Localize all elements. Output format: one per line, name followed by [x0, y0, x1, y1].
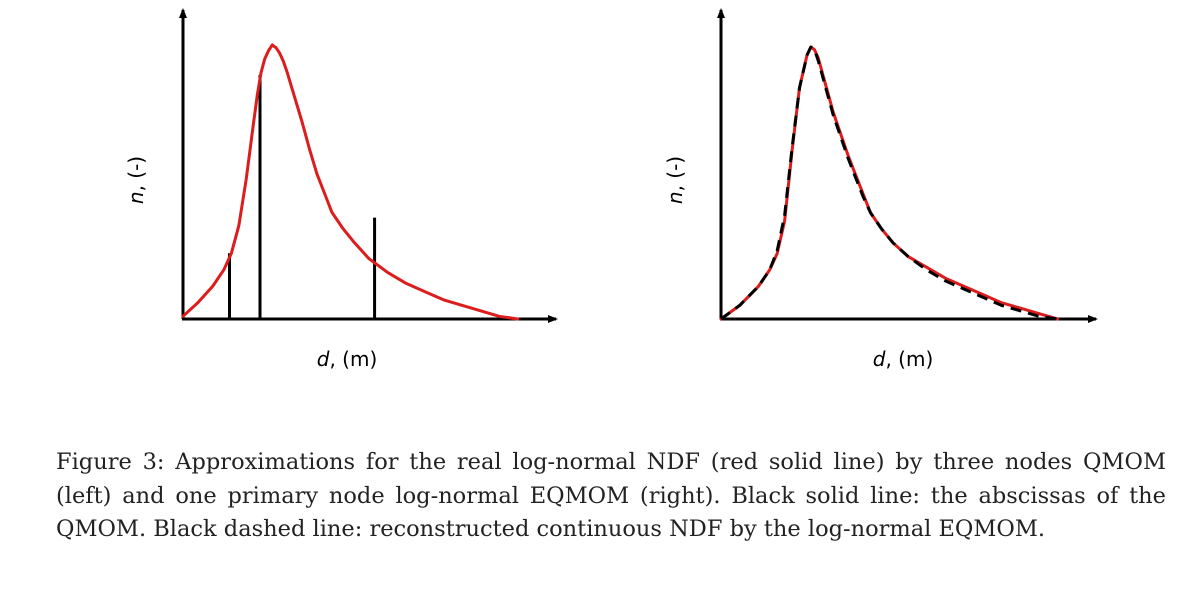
- x-axis-label-symbol: d: [317, 347, 330, 371]
- figure: d, (m) n, (-) d, (m) n, (-): [124, 8, 1098, 371]
- figure-caption: Figure 3: Approximations for the real lo…: [56, 449, 1166, 542]
- lognormal-ndf-line: [719, 45, 1060, 321]
- y-axis-label-symbol: n: [663, 191, 687, 204]
- eqmom-reconstructed-ndf-line: [720, 45, 1058, 321]
- y-axis-label-unit: , (-): [124, 156, 148, 192]
- x-axis-label: d, (m): [873, 347, 934, 371]
- y-axis-label: n, (-): [124, 156, 148, 204]
- x-axis-label-unit: , (m): [885, 347, 933, 371]
- x-axis-label: d, (m): [317, 347, 378, 371]
- y-axis-label-symbol: n: [124, 191, 148, 204]
- series-layer: [181, 43, 520, 321]
- x-axis-label-symbol: d: [873, 347, 886, 371]
- series-layer: [719, 45, 1060, 321]
- qmom-abscissas: [228, 75, 377, 319]
- left-panel-qmom: d, (m) n, (-): [124, 8, 558, 371]
- lognormal-ndf-line: [181, 43, 520, 321]
- x-axis-label-unit: , (m): [329, 347, 377, 371]
- y-axis-label: n, (-): [663, 156, 687, 204]
- y-axis-label-unit: , (-): [663, 156, 687, 192]
- right-panel-eqmom: d, (m) n, (-): [663, 8, 1098, 371]
